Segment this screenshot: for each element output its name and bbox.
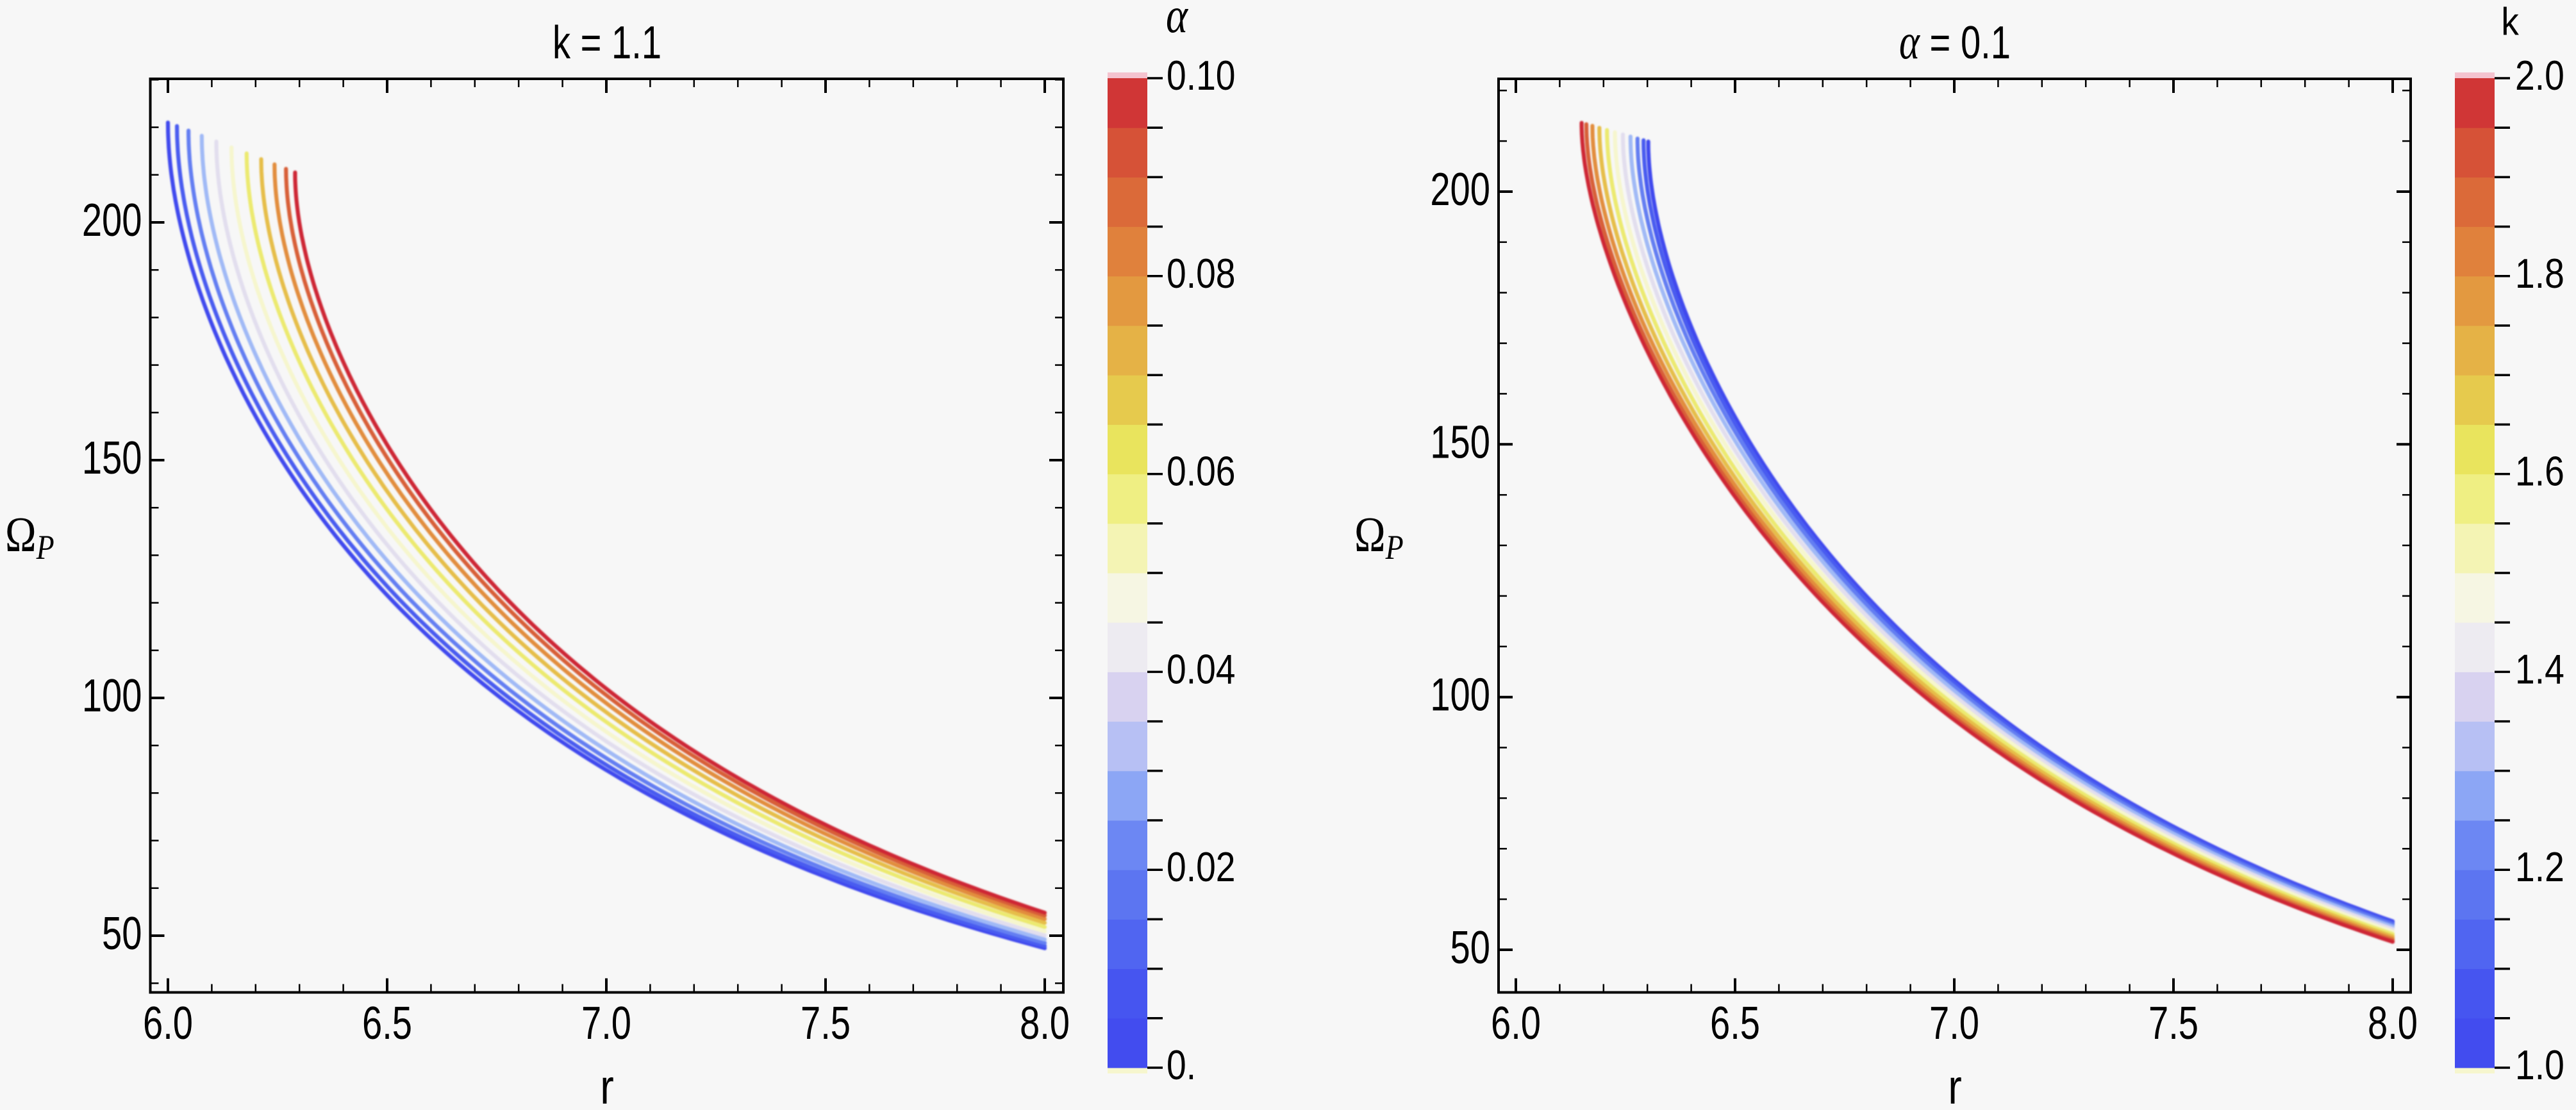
svg-text:0.10: 0.10 xyxy=(1167,52,1236,99)
svg-text:100: 100 xyxy=(1430,669,1490,720)
svg-text:150: 150 xyxy=(82,432,142,483)
svg-text:1.6: 1.6 xyxy=(2515,447,2564,494)
svg-text:α: α xyxy=(1166,0,1188,43)
svg-text:50: 50 xyxy=(102,907,142,959)
svg-text:2.0: 2.0 xyxy=(2515,52,2564,99)
svg-text:1.4: 1.4 xyxy=(2515,645,2564,692)
svg-text:200: 200 xyxy=(82,194,142,245)
svg-text:0.06: 0.06 xyxy=(1167,447,1236,494)
svg-text:100: 100 xyxy=(82,670,142,721)
svg-text:0.04: 0.04 xyxy=(1167,645,1236,692)
svg-text:k: k xyxy=(2501,1,2519,44)
svg-text:8.0: 8.0 xyxy=(1020,997,1070,1048)
svg-text:7.0: 7.0 xyxy=(1929,997,1979,1048)
svg-text:r: r xyxy=(1948,1059,1962,1107)
svg-text:6.5: 6.5 xyxy=(1710,997,1760,1048)
svg-text:150: 150 xyxy=(1430,417,1490,468)
svg-text:200: 200 xyxy=(1430,163,1490,215)
svg-text:7.5: 7.5 xyxy=(2148,997,2198,1048)
svg-text:6.0: 6.0 xyxy=(143,997,193,1048)
svg-text:0.08: 0.08 xyxy=(1167,250,1236,297)
svg-text:k = 1.1: k = 1.1 xyxy=(553,17,661,68)
svg-text:6.5: 6.5 xyxy=(362,997,412,1048)
svg-text:α = 0.1: α = 0.1 xyxy=(1899,15,2011,70)
svg-text:r: r xyxy=(600,1059,614,1107)
svg-text:50: 50 xyxy=(1450,922,1490,973)
svg-text:8.0: 8.0 xyxy=(2368,997,2418,1048)
svg-text:1.0: 1.0 xyxy=(2515,1041,2564,1088)
svg-text:7.0: 7.0 xyxy=(581,997,631,1048)
svg-text:1.2: 1.2 xyxy=(2515,843,2564,890)
svg-text:0.02: 0.02 xyxy=(1167,843,1236,890)
svg-text:1.8: 1.8 xyxy=(2515,250,2564,297)
svg-text:7.5: 7.5 xyxy=(801,997,851,1048)
svg-text:6.0: 6.0 xyxy=(1491,997,1541,1048)
svg-text:0.: 0. xyxy=(1167,1041,1196,1088)
